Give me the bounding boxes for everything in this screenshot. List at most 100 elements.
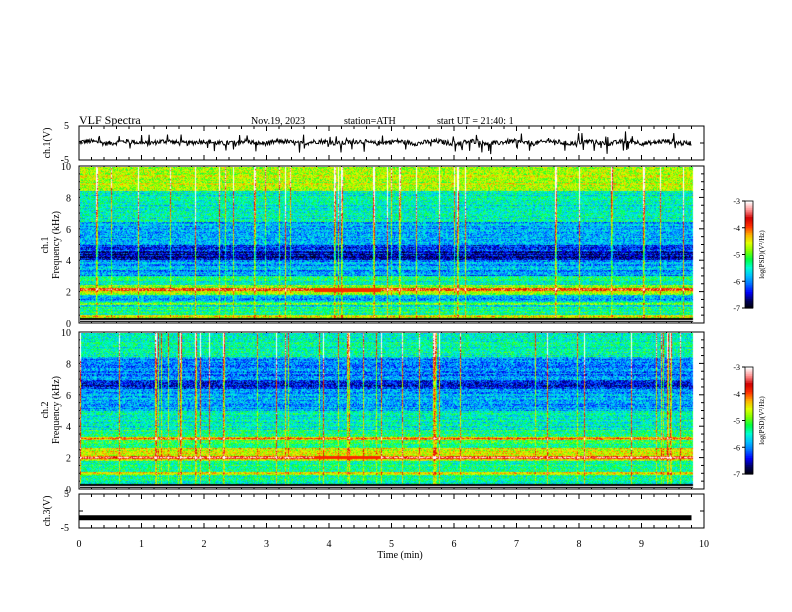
ch3-waveform-frame	[78, 493, 705, 529]
colorbar-swatch	[745, 461, 753, 464]
colorbar-swatch	[745, 425, 753, 429]
colorbar-tick-label: -3	[733, 363, 740, 372]
colorbar-swatch	[745, 236, 753, 240]
colorbar-swatch	[745, 452, 753, 455]
colorbar-swatch	[745, 293, 753, 297]
colorbar-swatch	[745, 299, 753, 302]
station-label: station=ATH	[344, 116, 396, 127]
date-label: Nov.19, 2023	[251, 116, 305, 127]
colorbar-swatch	[745, 252, 753, 256]
colorbar-swatch	[745, 454, 753, 457]
colorbar-swatch	[745, 402, 753, 406]
colorbar-swatch	[745, 447, 753, 450]
colorbar-swatch	[745, 250, 753, 254]
ch1-spectrogram-image	[80, 167, 694, 322]
colorbar-swatch	[745, 386, 753, 389]
colorbar-swatch	[745, 390, 753, 393]
colorbar-swatch	[745, 381, 753, 384]
colorbar-swatch	[745, 424, 753, 427]
colorbar-swatch	[745, 268, 753, 272]
colorbar-swatch	[745, 266, 753, 270]
ch1-spec-channel-label: ch.1	[40, 237, 51, 254]
colorbar-swatch	[745, 368, 753, 372]
colorbar-tick-label: -6	[733, 277, 740, 286]
y-tick-label: 2	[66, 288, 71, 299]
colorbar-swatch	[745, 427, 753, 431]
colorbar-swatch	[745, 213, 753, 216]
x-tick-label: 6	[452, 539, 457, 550]
colorbar-label: log(PSD)(V²/Hz)	[758, 396, 766, 445]
colorbar-swatch	[745, 224, 753, 227]
colorbar-swatch	[745, 249, 753, 252]
y-tick-label: -5	[61, 523, 69, 534]
colorbar-swatch	[745, 302, 753, 306]
colorbar-swatch	[745, 445, 753, 448]
x-tick-label: 4	[327, 539, 332, 550]
colorbar-swatch	[745, 420, 753, 423]
colorbar-swatch	[745, 290, 753, 293]
y-tick-label: 0	[66, 319, 71, 330]
colorbar-swatch	[745, 240, 753, 243]
colorbar-swatch	[745, 429, 753, 432]
colorbar-swatch	[745, 409, 753, 413]
colorbar-swatch	[745, 256, 753, 259]
ch2-spectrogram-image	[80, 333, 694, 488]
colorbar-swatch	[745, 277, 753, 281]
y-tick-label: 0	[66, 485, 71, 496]
colorbar-swatch	[745, 274, 753, 277]
colorbar-swatch	[745, 463, 753, 466]
x-tick-label: 3	[264, 539, 269, 550]
colorbar-swatch	[745, 441, 753, 445]
colorbar-swatch	[745, 413, 753, 416]
colorbar-swatch	[745, 304, 753, 307]
y-tick-label: -5	[61, 155, 69, 166]
figure-title: VLF Spectra	[79, 113, 141, 127]
colorbar-swatch	[745, 470, 753, 473]
colorbar-swatch	[745, 377, 753, 381]
colorbar-swatch	[745, 217, 753, 220]
colorbar-swatch	[745, 263, 753, 266]
colorbar-swatch	[745, 209, 753, 213]
colorbar-swatch	[745, 406, 753, 409]
colorbar-tick-label: -7	[733, 470, 740, 479]
y-tick-label: 10	[61, 328, 71, 339]
colorbar-swatch	[745, 206, 753, 209]
y-tick-label: 8	[66, 359, 71, 370]
colorbar-swatch	[745, 306, 753, 309]
colorbar-swatch	[745, 388, 753, 391]
colorbar-swatch	[745, 265, 753, 268]
colorbar-swatch	[745, 300, 753, 304]
y-tick-label: 5	[64, 121, 69, 132]
ch1-ylabel: ch.1(V)	[42, 128, 53, 159]
colorbar-swatch	[745, 238, 753, 241]
colorbar-swatch	[745, 218, 753, 222]
colorbar-swatch	[745, 227, 753, 231]
colorbar-swatch	[745, 245, 753, 248]
start-time-label: start UT = 21:40: 1	[437, 116, 514, 127]
colorbar-tick-label: -3	[733, 197, 740, 206]
colorbar-swatch	[745, 261, 753, 265]
colorbar-swatch	[745, 391, 753, 395]
colorbar-swatch	[745, 411, 753, 414]
colorbar-swatch	[745, 283, 753, 286]
colorbar-swatch	[745, 295, 753, 298]
colorbar-label: log(PSD)(V²/Hz)	[758, 230, 766, 279]
colorbar-swatch	[745, 208, 753, 211]
ch3-ylabel: ch.3(V)	[42, 496, 53, 527]
colorbar-swatch	[745, 220, 753, 223]
colorbar-swatch	[745, 397, 753, 400]
colorbar-swatch	[745, 215, 753, 218]
colorbar-swatch	[745, 466, 753, 470]
colorbar-tick-label: -7	[733, 304, 740, 313]
colorbar-swatch	[745, 258, 753, 261]
colorbar-swatch	[745, 416, 753, 420]
colorbar-tick-label: -4	[733, 390, 740, 399]
colorbar-swatch	[745, 465, 753, 468]
colorbar-swatch	[745, 288, 753, 291]
colorbar-swatch	[745, 372, 753, 375]
colorbar-swatch	[745, 408, 753, 411]
ch1-spectrogram-ylabel: ch.1 Frequency (kHz)	[40, 211, 62, 279]
colorbar-swatch	[745, 201, 753, 204]
colorbar-swatch	[745, 374, 753, 377]
x-tick-label: 8	[577, 539, 582, 550]
